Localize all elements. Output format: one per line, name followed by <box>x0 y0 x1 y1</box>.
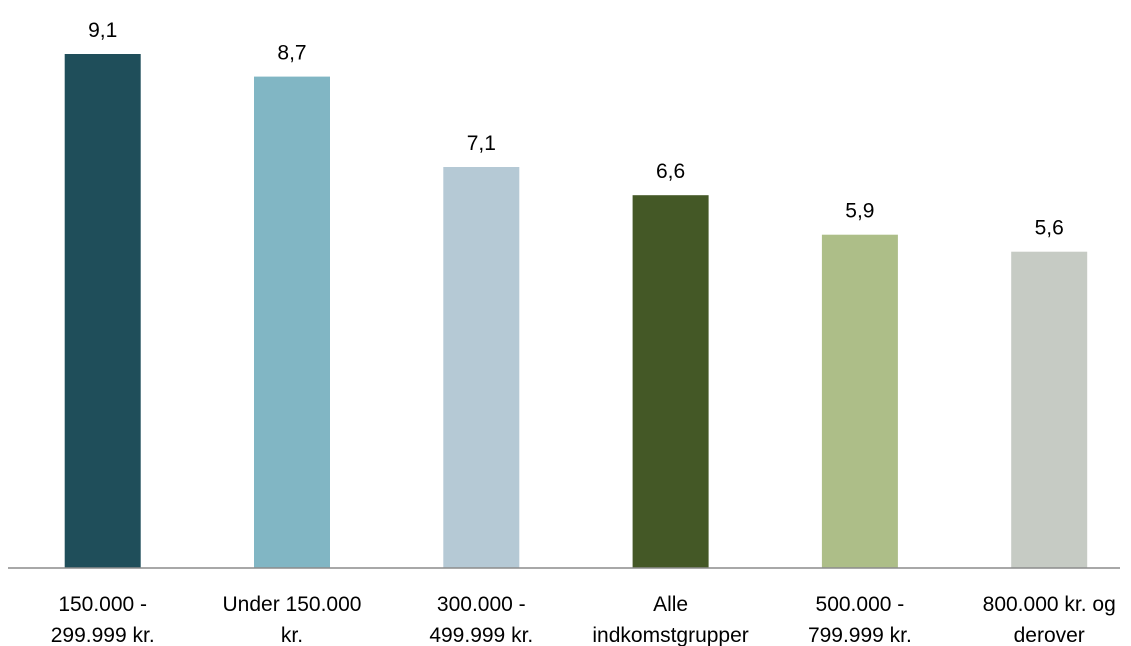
category-label-line: kr. <box>281 624 303 646</box>
category-labels-group: 150.000 - 299.999 kr. Under 150.000 kr. 300.… <box>51 593 1116 646</box>
category-label-line: 500.000 - <box>816 593 905 616</box>
category-label-2: Under 150.000 kr. <box>223 593 362 646</box>
value-label-3: 7,1 <box>467 132 496 155</box>
category-label-6: 800.000 kr. og derover <box>983 593 1116 646</box>
category-label-line: 499.999 kr. <box>429 624 533 646</box>
value-label-6: 5,6 <box>1035 217 1064 240</box>
category-label-4: Alle indkomstgrupper <box>592 593 748 646</box>
category-label-line: indkomstgrupper <box>592 624 748 646</box>
value-labels-group: 9,1 8,7 7,1 6,6 5,9 5,6 <box>88 19 1064 240</box>
bar-6 <box>1011 251 1088 568</box>
value-label-2: 8,7 <box>277 42 306 65</box>
category-label-line: 800.000 kr. og <box>983 593 1116 616</box>
value-label-5: 5,9 <box>845 200 874 223</box>
category-label-line: 300.000 - <box>437 593 526 616</box>
category-label-line: Under 150.000 <box>223 593 362 616</box>
bar-3 <box>443 167 520 568</box>
category-label-line: 150.000 - <box>58 593 147 616</box>
bar-5 <box>821 234 898 568</box>
category-label-5: 500.000 - 799.999 kr. <box>808 593 912 646</box>
category-label-line: 299.999 kr. <box>51 624 155 646</box>
category-label-3: 300.000 - 499.999 kr. <box>429 593 533 646</box>
category-label-1: 150.000 - 299.999 kr. <box>51 593 155 646</box>
value-label-1: 9,1 <box>88 19 117 42</box>
bar-2 <box>254 76 330 568</box>
bars-group <box>64 54 1088 568</box>
value-label-4: 6,6 <box>656 160 685 183</box>
bar-1 <box>64 54 141 568</box>
category-label-line: Alle <box>653 593 688 616</box>
category-label-line: derover <box>1014 624 1085 646</box>
bar-4 <box>632 195 709 568</box>
category-label-line: 799.999 kr. <box>808 624 912 646</box>
